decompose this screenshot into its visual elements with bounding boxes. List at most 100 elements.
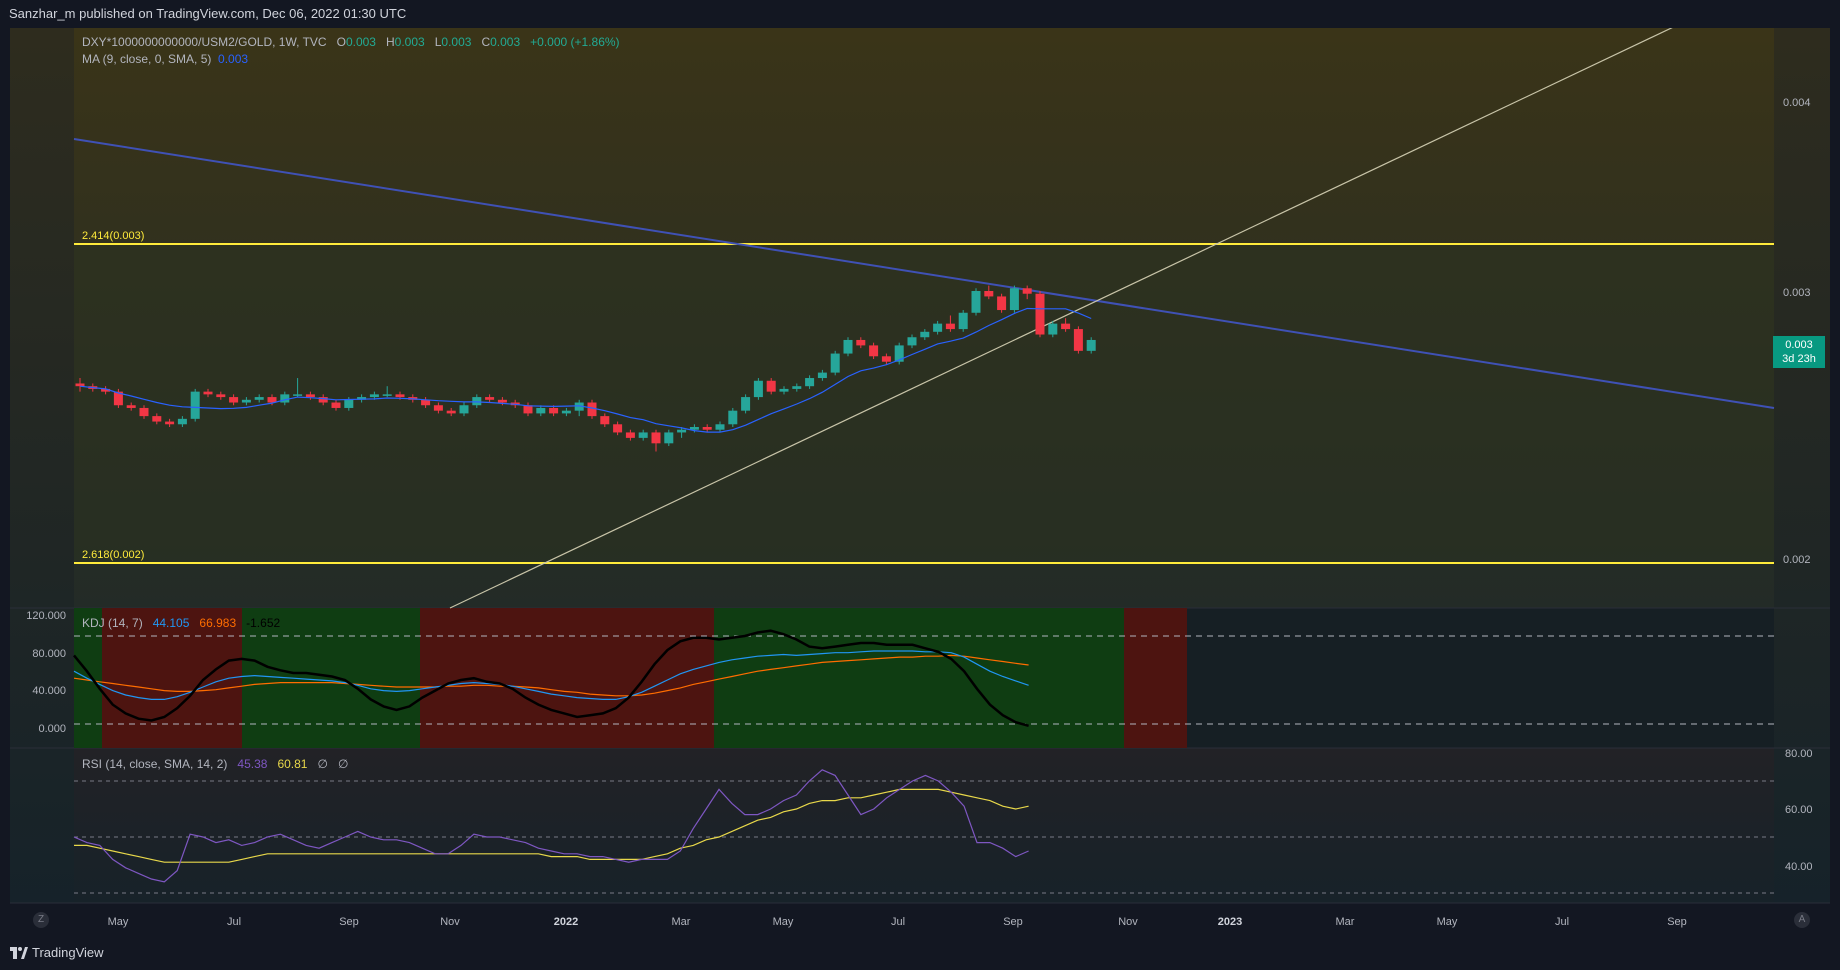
candle[interactable] xyxy=(984,291,994,297)
candle[interactable] xyxy=(958,312,968,330)
candle[interactable] xyxy=(600,416,610,425)
candle[interactable] xyxy=(280,394,290,403)
candle[interactable] xyxy=(702,427,712,430)
candle[interactable] xyxy=(869,345,879,357)
candle[interactable] xyxy=(305,394,315,398)
tradingview-logo[interactable]: TradingView xyxy=(10,936,104,970)
candle[interactable] xyxy=(165,421,175,425)
candlestick-series[interactable] xyxy=(75,285,1096,452)
candle[interactable] xyxy=(113,391,123,406)
rsi-legend[interactable]: RSI (14, close, SMA, 14, 2) 45.38 60.81 … xyxy=(82,757,348,771)
candle[interactable] xyxy=(331,402,341,408)
time-axis-bg[interactable] xyxy=(10,903,1830,936)
candle[interactable] xyxy=(382,394,392,396)
candle[interactable] xyxy=(152,416,162,422)
candle[interactable] xyxy=(920,331,930,338)
candle[interactable] xyxy=(1048,323,1058,335)
candle[interactable] xyxy=(101,388,111,392)
candle[interactable] xyxy=(472,397,482,406)
candle[interactable] xyxy=(369,394,379,398)
candle[interactable] xyxy=(216,394,226,398)
candle[interactable] xyxy=(357,397,367,400)
ma-legend[interactable]: MA (9, close, 0, SMA, 5) 0.003 xyxy=(82,52,248,66)
candle[interactable] xyxy=(689,427,699,430)
kdj-k-line[interactable] xyxy=(73,650,1029,701)
candle[interactable] xyxy=(561,410,571,414)
candle[interactable] xyxy=(241,399,251,403)
candle[interactable] xyxy=(433,405,443,411)
candle[interactable] xyxy=(549,407,559,414)
time-axis[interactable]: May Jul Sep Nov 2022 Mar May Jul Sep Nov… xyxy=(108,916,1687,928)
candle[interactable] xyxy=(843,339,853,354)
candle[interactable] xyxy=(664,432,674,444)
main-legend[interactable]: DXY*1000000000000/USM2/GOLD, 1W, TVC O0.… xyxy=(82,35,620,49)
candle[interactable] xyxy=(805,378,815,387)
candle[interactable] xyxy=(933,323,943,332)
zoom-reset-button[interactable]: Z xyxy=(33,912,49,928)
rsi-line[interactable] xyxy=(73,769,1029,883)
candle[interactable] xyxy=(881,356,891,362)
candle[interactable] xyxy=(971,291,981,313)
candle[interactable] xyxy=(1061,323,1071,330)
descending-trendline[interactable] xyxy=(73,138,1775,409)
rsi-sma-line[interactable] xyxy=(74,788,1029,863)
candle[interactable] xyxy=(126,405,136,408)
candle[interactable] xyxy=(779,388,789,392)
candle[interactable] xyxy=(190,391,200,419)
kdj-j-line[interactable] xyxy=(73,629,1029,728)
symbol-label[interactable]: DXY*1000000000000/USM2/GOLD, 1W, TVC xyxy=(82,35,327,49)
candle[interactable] xyxy=(894,345,904,362)
candle[interactable] xyxy=(997,296,1007,311)
rsi-label[interactable]: RSI (14, close, SMA, 14, 2) xyxy=(82,757,228,771)
candle[interactable] xyxy=(1086,339,1096,351)
candle[interactable] xyxy=(1022,288,1032,294)
candle[interactable] xyxy=(203,391,213,395)
candle[interactable] xyxy=(395,394,405,398)
candle[interactable] xyxy=(766,380,776,392)
candle[interactable] xyxy=(753,380,763,398)
candle[interactable] xyxy=(446,410,456,414)
candle[interactable] xyxy=(254,397,264,400)
candle[interactable] xyxy=(1009,288,1019,311)
candle[interactable] xyxy=(523,405,533,414)
ascending-trendline[interactable] xyxy=(449,21,1685,609)
candle[interactable] xyxy=(817,372,827,379)
candle[interactable] xyxy=(1073,329,1083,351)
price-axis-bg[interactable] xyxy=(1774,28,1830,936)
candle[interactable] xyxy=(536,407,546,414)
candle[interactable] xyxy=(318,397,328,403)
candle[interactable] xyxy=(485,397,495,400)
candle[interactable] xyxy=(421,399,431,406)
candle[interactable] xyxy=(638,432,648,438)
candle[interactable] xyxy=(741,397,751,411)
candle[interactable] xyxy=(344,399,354,408)
candle[interactable] xyxy=(1035,293,1045,335)
candle[interactable] xyxy=(728,410,738,425)
kdj-legend[interactable]: KDJ (14, 7) 44.105 66.983 -1.652 xyxy=(82,616,280,630)
candle[interactable] xyxy=(792,386,802,389)
candle[interactable] xyxy=(907,337,917,346)
candle[interactable] xyxy=(830,353,840,373)
candle[interactable] xyxy=(177,418,187,425)
ma-label[interactable]: MA (9, close, 0, SMA, 5) xyxy=(82,52,212,66)
candle[interactable] xyxy=(497,399,507,403)
candle[interactable] xyxy=(587,402,597,417)
candle[interactable] xyxy=(459,405,469,414)
candle[interactable] xyxy=(856,339,866,346)
candle[interactable] xyxy=(267,397,277,403)
candle[interactable] xyxy=(677,429,687,433)
candle[interactable] xyxy=(715,424,725,430)
candle[interactable] xyxy=(574,402,584,411)
kdj-d-line[interactable] xyxy=(73,654,1029,697)
candle[interactable] xyxy=(613,424,623,433)
candle[interactable] xyxy=(651,432,661,444)
candle[interactable] xyxy=(229,397,239,403)
kdj-label[interactable]: KDJ (14, 7) xyxy=(82,616,143,630)
ma-line[interactable] xyxy=(79,307,1092,433)
candle[interactable] xyxy=(625,432,635,438)
candle[interactable] xyxy=(139,407,149,417)
auto-scale-button[interactable]: A xyxy=(1794,912,1810,928)
candle[interactable] xyxy=(293,394,303,396)
candle[interactable] xyxy=(75,383,85,387)
